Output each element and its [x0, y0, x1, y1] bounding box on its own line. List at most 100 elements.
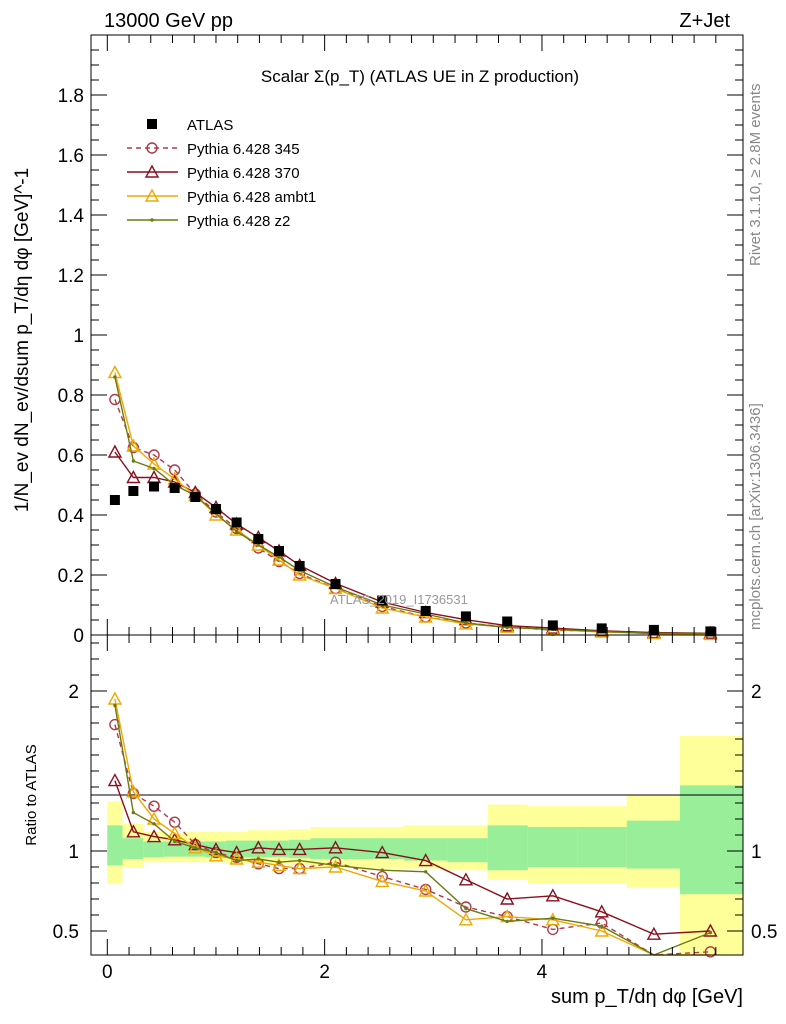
data-point: [294, 561, 305, 571]
data-point: [208, 841, 224, 856]
data-point: [109, 495, 120, 505]
data-point: [380, 868, 384, 872]
legend-label: ATLAS: [187, 117, 233, 134]
data-point: [229, 851, 244, 865]
data-point: [551, 916, 555, 920]
band-green: [577, 827, 627, 867]
data-point: [594, 923, 609, 937]
data-point: [128, 486, 139, 496]
band-green: [403, 838, 448, 861]
data-point: [703, 923, 718, 937]
data-point: [126, 470, 141, 484]
data-point: [152, 822, 156, 826]
data-point: [113, 375, 117, 379]
header-right: Z+Jet: [679, 10, 730, 32]
watermark: ATLAS_2019_I1736531: [330, 592, 468, 607]
band-green: [107, 825, 123, 866]
data-point: [502, 616, 513, 627]
ratio-plot-axes: 0.5 0.5 1 1 2 2 0 2 4: [53, 635, 777, 983]
data-point: [333, 863, 338, 868]
y-tick-label: 1.4: [58, 206, 85, 227]
data-point: [208, 848, 224, 862]
data-point: [229, 845, 244, 859]
data-point: [545, 888, 561, 902]
band-green: [225, 840, 248, 858]
band-green: [360, 838, 404, 859]
data-point: [107, 773, 123, 787]
legend-item-pythia-6-428-370: Pythia 6.428 370: [127, 164, 300, 182]
side-mcplots: mcplots.cern.ch [arXiv:1306.3436]: [747, 403, 764, 630]
data-point: [172, 839, 177, 844]
data-point: [375, 845, 390, 859]
data-point: [169, 483, 180, 493]
ratio-plot-data: [107, 691, 718, 958]
y-tick-label: 0.8: [58, 386, 84, 407]
x-axis-label: sum p_T/dη dφ [GeV]: [551, 986, 743, 1008]
y-tick-label: 0.6: [58, 446, 84, 467]
data-point: [146, 829, 162, 843]
data-point: [547, 620, 558, 631]
legend-item-pythia-6-428-z2: Pythia 6.428 z2: [127, 213, 290, 230]
data-point: [418, 853, 433, 867]
legend-item-pythia-6-428-ambt1: Pythia 6.428 ambt1: [127, 188, 316, 206]
data-point: [190, 492, 201, 502]
data-point: [594, 904, 609, 918]
data-point: [251, 854, 266, 868]
data-point: [251, 537, 266, 551]
legend: ATLAS Pythia 6.428 345 Pythia 6.428 370 Pyt…: [127, 117, 316, 230]
data-point: [505, 919, 509, 924]
data-point: [328, 840, 343, 854]
y-tick-label: 0.2: [58, 566, 84, 587]
band-green: [679, 785, 743, 895]
data-point: [148, 449, 160, 461]
ratio-plot-frame: [90, 634, 744, 956]
data-point: [126, 824, 141, 838]
band-green: [143, 841, 164, 858]
legend-marker: [150, 218, 154, 222]
data-point: [458, 912, 474, 926]
band-green: [447, 838, 488, 863]
data-point: [256, 857, 261, 861]
data-point: [705, 626, 716, 637]
data-point: [297, 858, 302, 863]
legend-label: Pythia 6.428 ambt1: [187, 189, 316, 206]
data-point: [505, 625, 509, 630]
ratio-plot: 0.5 0.5 1 1 2 2 0 2 4 Ratio to ATLAS sum p_T/dη …: [23, 634, 777, 1008]
band-green: [626, 820, 680, 869]
data-point: [277, 860, 281, 864]
data-point: [460, 901, 472, 913]
data-point: [149, 481, 160, 492]
band-green: [487, 825, 528, 871]
data-point: [131, 810, 136, 815]
x-tick-label: 4: [537, 962, 548, 983]
data-point: [208, 507, 224, 521]
data-point: [418, 609, 433, 623]
legend-marker: [147, 119, 157, 129]
y-tick-label: 1.8: [58, 86, 84, 107]
series-atlas: [109, 481, 716, 637]
ratio-y-tick-label: 1: [68, 842, 79, 863]
legend-item-pythia-6-428-345: Pythia 6.428 345: [127, 141, 300, 158]
data-point: [377, 595, 388, 606]
data-point: [253, 534, 264, 544]
main-plot: 0 0.2 0.4 0.6 0.8 1 1.2 1.4 1.6 1.8 Scalar Σ(p_T)…: [12, 34, 744, 647]
data-point: [256, 543, 261, 547]
side-rivet: Rivet 3.1.10, ≥ 2.8M events: [747, 84, 764, 267]
y-tick-label: 0.4: [58, 506, 85, 527]
data-point: [375, 600, 390, 614]
main-y-axis-label: 1/N_ev dN_ev/dsum p_T/dη dφ [GeV]^-1: [12, 168, 33, 512]
data-point: [292, 841, 307, 856]
band-green: [527, 827, 578, 867]
data-point: [271, 841, 287, 856]
y-tick-label: 1.2: [58, 266, 84, 287]
data-point: [193, 846, 198, 850]
data-point: [188, 837, 203, 851]
data-point: [418, 883, 433, 897]
data-point: [234, 529, 239, 534]
series-pythia-6-428-z2: [113, 703, 713, 956]
y-tick-label: 1: [73, 326, 84, 347]
x-tick-label: 0: [102, 962, 113, 983]
legend-label: Pythia 6.428 345: [187, 141, 300, 158]
data-point: [328, 859, 343, 873]
